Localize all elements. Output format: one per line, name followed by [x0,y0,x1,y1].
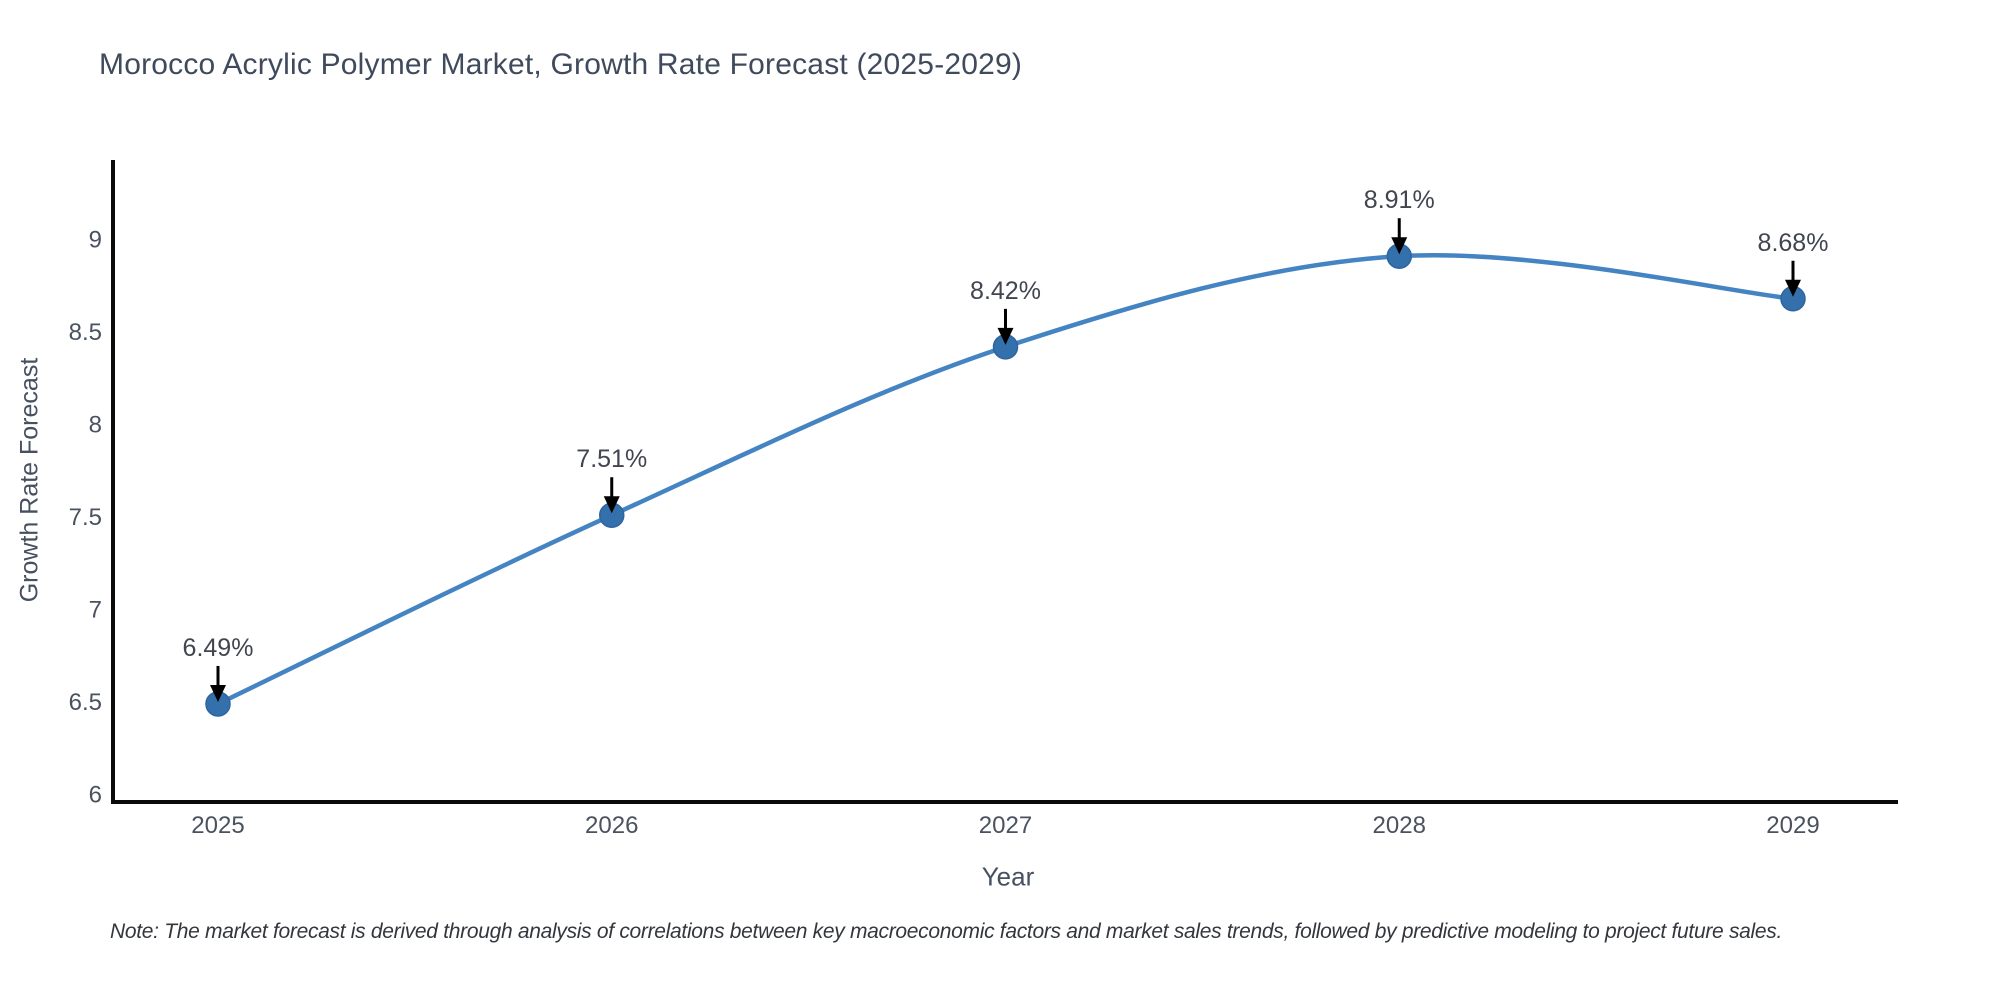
y-axis-title: Growth Rate Forecast [15,357,44,603]
x-tick-label: 2028 [1373,812,1426,839]
x-tick-label: 2025 [191,812,244,839]
annotation-arrowhead-icon [997,327,1014,345]
annotation-value-label: 8.91% [1364,186,1435,214]
annotation-arrowhead-icon [210,684,226,702]
footnote: Note: The market forecast is derived thr… [110,920,1782,943]
y-tick-label: 7 [89,597,102,624]
annotation-value-label: 8.42% [970,277,1041,305]
y-tick-label: 9 [89,227,102,254]
y-tick-label: 6.5 [69,689,102,716]
annotation-value-label: 8.68% [1758,229,1829,257]
x-axis-title: Year [981,861,1035,892]
y-tick-label: 8 [89,412,102,439]
y-tick-label: 7.5 [69,504,102,531]
annotation-arrowhead-icon [1391,237,1408,255]
annotation-arrowhead-icon [603,496,620,514]
x-tick-label: 2029 [1766,812,1819,839]
x-tick-label: 2027 [979,812,1032,839]
chart-title: Morocco Acrylic Polymer Market, Growth R… [99,48,1023,81]
y-tick-label: 6 [89,782,102,809]
x-tick-label: 2026 [585,812,638,839]
annotation-value-label: 6.49% [183,634,254,662]
y-tick-label: 8.5 [69,319,102,346]
annotation-arrowhead-icon [1785,279,1801,297]
annotation-value-label: 7.51% [576,445,647,473]
